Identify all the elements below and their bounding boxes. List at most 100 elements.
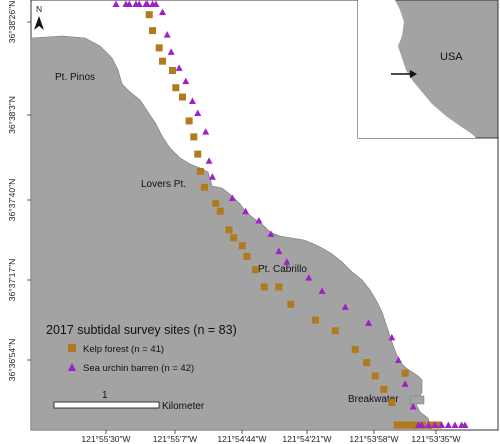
kelp-site-marker	[402, 421, 410, 429]
longitude-tick-label: 121°53'35"W	[411, 434, 460, 444]
label-pt-pinos: Pt. Pinos	[55, 72, 95, 83]
legend: 2017 subtidal survey sites (n = 83) Kelp…	[46, 323, 237, 374]
urchin-site-marker	[275, 247, 283, 255]
latitude-tick-label: 36°38'3"N	[7, 96, 17, 134]
legend-kelp-label: Kelp forest (n = 41)	[83, 344, 164, 355]
latitude-axis: 36°38'26"N 36°38'3"N 36°37'40"N 36°37'17"N 3…	[7, 1, 31, 381]
urchin-site-marker	[182, 77, 190, 85]
urchin-site-marker	[431, 421, 439, 428]
urchin-site-marker	[149, 0, 157, 7]
urchin-site-marker	[228, 194, 236, 201]
kelp-site-marker	[159, 57, 167, 65]
inset-map: USA	[357, 0, 499, 139]
urchin-site-marker	[401, 380, 409, 387]
kelp-site-marker	[252, 266, 260, 274]
kelp-site-marker	[238, 242, 246, 250]
scale-value: 1	[102, 390, 108, 401]
kelp-site-marker	[380, 385, 388, 393]
kelp-site-marker	[401, 369, 409, 377]
urchin-site-marker	[242, 207, 250, 215]
urchin-site-marker	[444, 421, 452, 428]
kelp-site-marker	[172, 84, 180, 92]
kelp-site-marker	[225, 226, 233, 234]
legend-urchin-label: Sea urchin barren (n = 42)	[83, 363, 194, 374]
legend-kelp-square-marker-icon	[68, 344, 76, 352]
urchin-site-marker	[143, 0, 151, 7]
label-breakwater: Breakwater	[348, 394, 399, 405]
longitude-tick-label: 121°54'21"W	[282, 434, 331, 444]
urchin-site-marker	[283, 258, 291, 265]
urchin-site-marker	[388, 333, 396, 341]
kelp-site-marker	[145, 11, 153, 19]
kelp-site-marker	[410, 421, 418, 429]
legend-urchin-triangle-marker-icon	[68, 363, 76, 371]
scale-bar: 1 Kilometer	[53, 390, 205, 412]
kelp-site-marker	[388, 399, 396, 406]
kelp-site-marker	[396, 421, 404, 429]
kelp-site-marker	[331, 327, 339, 335]
label-pt-cabrillo: Pt. Cabrillo	[258, 264, 307, 275]
urchin-site-marker	[451, 421, 459, 428]
urchin-site-marker	[194, 109, 202, 116]
kelp-site-marker	[287, 300, 295, 308]
north-arrow-icon: N	[34, 4, 44, 30]
urchin-site-marker	[255, 217, 263, 224]
kelp-site-marker	[190, 133, 198, 141]
urchin-site-marker	[188, 97, 196, 105]
scale-unit: Kilometer	[162, 401, 205, 412]
kelp-site-marker	[149, 27, 157, 35]
inset-country-label: USA	[440, 51, 463, 63]
kelp-site-marker	[185, 117, 193, 125]
kelp-site-marker	[363, 359, 371, 367]
kelp-site-marker	[196, 167, 204, 175]
urchin-site-marker	[409, 402, 417, 410]
urchin-site-marker	[305, 274, 313, 281]
urchin-site-marker	[202, 128, 210, 135]
kelp-site-marker	[212, 199, 220, 207]
kelp-site-marker	[194, 150, 202, 158]
kelp-site-marker	[371, 372, 379, 380]
urchin-site-marker	[132, 0, 140, 7]
kelp-site-marker	[243, 252, 251, 260]
urchin-site-marker	[122, 0, 130, 7]
inset-arrow-icon	[391, 70, 417, 78]
longitude-tick-label: 121°55'30"W	[81, 434, 130, 444]
urchin-site-marker	[208, 173, 216, 180]
urchin-site-marker	[418, 421, 426, 428]
kelp-site-marker	[200, 183, 208, 191]
kelp-site-marker	[351, 345, 359, 353]
urchin-site-marker	[167, 48, 175, 55]
urchin-site-marker	[175, 64, 183, 71]
kelp-site-marker	[230, 234, 238, 242]
longitude-tick-label: 121°53'58"W	[349, 434, 398, 444]
urchin-site-marker	[461, 421, 469, 428]
longitude-tick-label: 121°54'44"W	[217, 434, 266, 444]
kelp-site-marker	[311, 316, 319, 324]
legend-title: 2017 subtidal survey sites (n = 83)	[46, 323, 237, 337]
urchin-site-marker	[267, 230, 275, 237]
kelp-site-marker	[275, 283, 283, 291]
urchin-site-marker	[395, 356, 403, 363]
latitude-tick-label: 36°38'26"N	[7, 1, 17, 44]
kelp-site-marker	[155, 44, 163, 52]
kelp-site-marker	[169, 66, 177, 74]
kelp-site-marker	[426, 421, 434, 429]
kelp-site-marker	[178, 93, 186, 101]
label-lovers-pt: Lovers Pt.	[141, 179, 186, 190]
longitude-axis: 121°55'30"W 121°55'7"W 121°54'44"W 121°54'2…	[81, 430, 461, 444]
longitude-tick-label: 121°55'7"W	[153, 434, 197, 444]
urchin-site-marker	[341, 303, 349, 310]
north-label: N	[36, 4, 42, 14]
urchin-site-marker	[424, 421, 432, 428]
urchin-site-marker	[318, 287, 326, 294]
urchin-site-marker	[365, 319, 373, 326]
kelp-site-marker	[260, 283, 268, 291]
kelp-site-marker	[406, 421, 414, 429]
urchin-site-marker	[112, 0, 120, 7]
urchin-site-marker	[159, 8, 167, 16]
survey-sites	[112, 0, 469, 429]
kelp-site-marker	[216, 207, 224, 215]
latitude-tick-label: 36°37'40"N	[7, 179, 17, 222]
latitude-tick-label: 36°37'17"N	[7, 259, 17, 302]
